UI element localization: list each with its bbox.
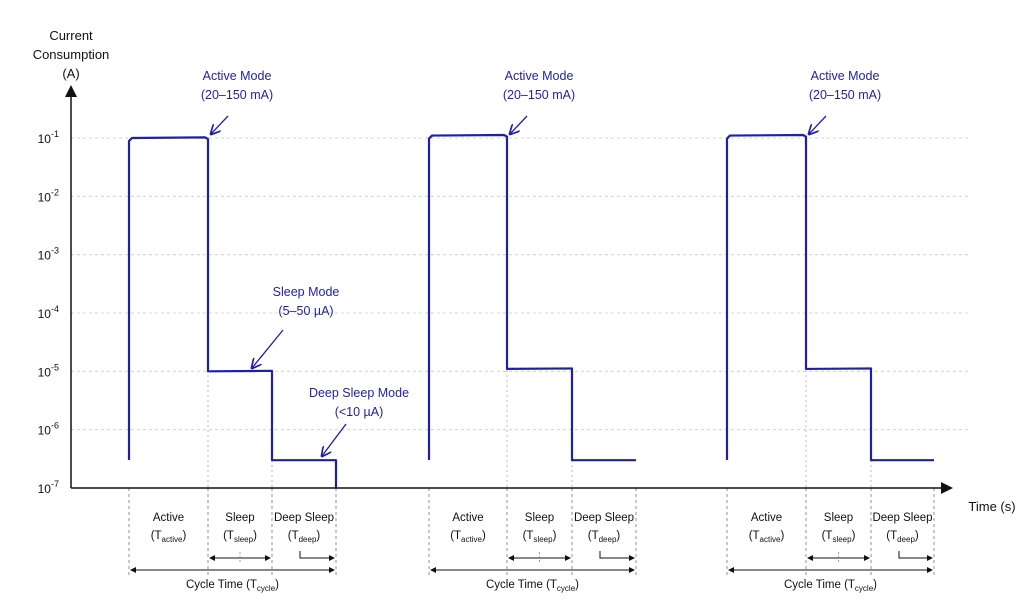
active-mode-pointer-1: [211, 115, 229, 134]
active-mode-annotation-1-line2: (20–150 mA): [201, 88, 273, 102]
y-tick-label: 10-2: [38, 187, 59, 204]
sleep-segment-symbol-3: (Tsleep): [822, 530, 856, 544]
deep-sleep-annotation-line1: Deep Sleep Mode: [309, 386, 409, 400]
y-tick-label: 10-1: [38, 129, 59, 146]
sleep-mode-annotation-line2: (5–50 µA): [278, 304, 333, 318]
sleep-segment-name-3: Sleep: [824, 512, 853, 524]
y-axis-title-line3: (A): [62, 66, 79, 81]
cycle-2-current-line: [427, 133, 636, 462]
cycle-time-label-1: Cycle Time (Tcycle): [186, 579, 279, 593]
y-tick-label: 10-5: [38, 362, 59, 379]
active-segment-symbol-1: (Tactive): [151, 530, 187, 544]
active-segment-symbol-2: (Tactive): [450, 530, 486, 544]
sleep-segment-name-1: Sleep: [225, 512, 254, 524]
active-segment-symbol-3: (Tactive): [749, 530, 785, 544]
y-tick-labels: 10-1 10-2 10-3 10-4 10-5 10-6 10-7: [38, 129, 59, 496]
segment-labels: Active (Tactive) Sleep (Tsleep) Deep Sleep (T…: [151, 512, 933, 593]
deep-segment-name-1: Deep Sleep: [274, 512, 334, 524]
sleep-mode-pointer: [252, 329, 284, 368]
deep-sleep-pointer: [322, 423, 347, 456]
deep-segment-symbol-3: (Tdeep): [886, 530, 919, 544]
mode-annotations: Active Mode (20–150 mA) Active Mode (20–150…: [201, 69, 881, 456]
x-axis-title: Time (s): [968, 499, 1015, 514]
current-series: [127, 133, 934, 488]
active-mode-annotation-2-line2: (20–150 mA): [503, 88, 575, 102]
sleep-segment-symbol-1: (Tsleep): [223, 530, 257, 544]
cycle-3-current-line: [725, 133, 934, 462]
active-segment-name-3: Active: [751, 512, 782, 524]
y-tick-label: 10-6: [38, 421, 59, 438]
deep-span-arrow: [898, 551, 933, 561]
deep-segment-name-3: Deep Sleep: [872, 512, 932, 524]
active-mode-annotation-3-line1: Active Mode: [811, 69, 880, 83]
deep-segment-symbol-1: (Tdeep): [288, 530, 321, 544]
deep-segment-name-2: Deep Sleep: [574, 512, 634, 524]
cycle-1-current-line: [127, 136, 338, 488]
active-mode-annotation-2-line1: Active Mode: [505, 69, 574, 83]
cycle-guides: [128, 360, 935, 578]
active-mode-pointer-3: [809, 115, 827, 134]
sleep-segment-name-2: Sleep: [525, 512, 554, 524]
deep-span-arrow: [599, 551, 635, 561]
active-mode-annotation-3-line2: (20–150 mA): [809, 88, 881, 102]
y-axis-title-line1: Current: [49, 28, 93, 43]
deep-segment-symbol-2: (Tdeep): [588, 530, 621, 544]
y-tick-label: 10-4: [38, 304, 59, 321]
y-axis-title-line2: Consumption: [33, 47, 110, 62]
cycle-time-label-3: Cycle Time (Tcycle): [784, 579, 877, 593]
active-mode-annotation-1-line1: Active Mode: [203, 69, 272, 83]
sleep-mode-annotation-line1: Sleep Mode: [273, 285, 340, 299]
y-tick-label: 10-7: [38, 479, 59, 496]
grid-lines: [71, 137, 970, 431]
y-tick-label: 10-3: [38, 246, 59, 263]
active-segment-name-2: Active: [452, 512, 483, 524]
deep-span-arrow: [299, 551, 335, 561]
deep-sleep-annotation-line2: (<10 µA): [335, 405, 384, 419]
sleep-segment-symbol-2: (Tsleep): [523, 530, 557, 544]
active-mode-pointer-2: [510, 115, 528, 134]
cycle-time-label-2: Cycle Time (Tcycle): [486, 579, 579, 593]
active-segment-name-1: Active: [153, 512, 184, 524]
